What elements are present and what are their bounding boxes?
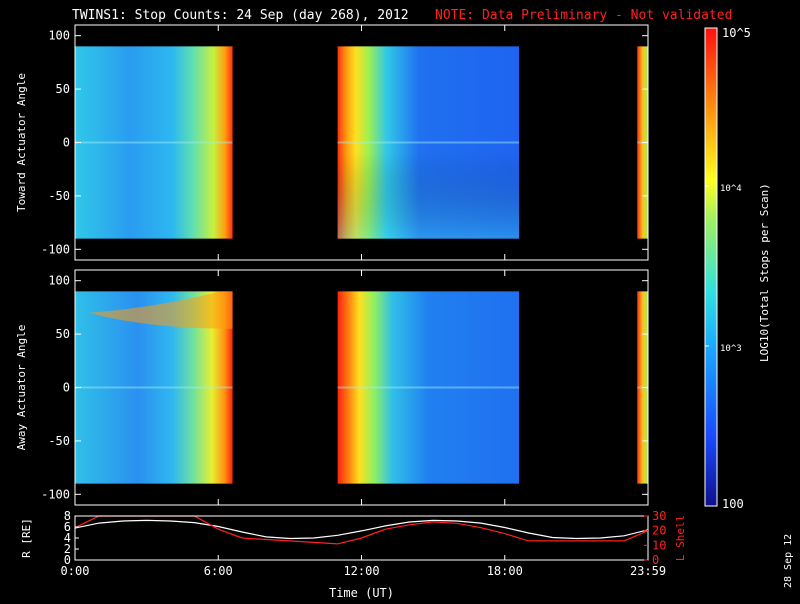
orbit-ytick-left-label: 4 [64, 531, 71, 545]
away-ylabel: Away Actuator Angle [15, 325, 28, 451]
away-actuator-panel: 100 50 0 -50 -100 Away Actuator Angle [15, 269, 649, 506]
toward-segment-shading [337, 46, 520, 239]
away-ytick-label: -50 [48, 434, 70, 448]
orbit-ytick-left-label: 6 [64, 520, 71, 534]
orbit-xtick-label: 0:00 [61, 564, 90, 578]
away-ytick-label: 0 [63, 381, 70, 395]
toward-ytick-label: -50 [48, 189, 70, 203]
orbit-ylabel-right: L Shell [674, 515, 687, 561]
colorbar-gradient [704, 27, 718, 507]
orbit-ytick-right-label: 0 [652, 553, 659, 567]
orbit-ytick-left-label: 0 [64, 553, 71, 567]
colorbar-tick-1e5: 10^5 [722, 26, 751, 40]
colorbar: 10^5 10^4 10^3 100 LOG10(Total Stops per… [704, 26, 771, 511]
orbit-xtick-label: 18:00 [487, 564, 523, 578]
orbit-ytick-left-label: 2 [64, 542, 71, 556]
colorbar-label: LOG10(Total Stops per Scan) [758, 183, 771, 362]
colorbar-tick-1e3: 10^3 [720, 344, 742, 354]
toward-ytick-label: 50 [56, 82, 70, 96]
away-ytick-label: -100 [41, 487, 70, 501]
away-ytick-label: 50 [56, 327, 70, 341]
away-ytick-label: 100 [48, 274, 70, 288]
plot-title: TWINS1: Stop Counts: 24 Sep (day 268), 2… [72, 8, 409, 23]
orbit-ytick-right-label: 20 [652, 524, 666, 538]
orbit-xtick-label: 12:00 [343, 564, 379, 578]
colorbar-tick-100: 100 [722, 497, 744, 511]
toward-ytick-label: 100 [48, 29, 70, 43]
preliminary-note: NOTE: Data Preliminary - Not validated [435, 8, 732, 23]
date-stamp: 28 Sep 12 [783, 534, 794, 588]
toward-segment-1 [75, 46, 233, 239]
away-segment-2 [337, 291, 520, 484]
orbit-ytick-right-label: 10 [652, 538, 666, 552]
orbit-ytick-right-label: 30 [652, 509, 666, 523]
orbit-ylabel-left: R [RE] [20, 518, 33, 558]
colorbar-tick-1e4: 10^4 [720, 184, 742, 194]
toward-ytick-label: 0 [63, 136, 70, 150]
toward-ylabel: Toward Actuator Angle [15, 73, 28, 212]
toward-ytick-label: -100 [41, 242, 70, 256]
orbit-xtick-label: 23:59 [630, 564, 666, 578]
toward-actuator-panel: 100 50 0 -50 -100 Toward Actuator Angle [15, 24, 649, 261]
orbit-xtick-label: 6:00 [204, 564, 233, 578]
orbit-xlabel: Time (UT) [329, 586, 394, 600]
radius-line [74, 519, 649, 540]
away-hot-band [89, 291, 233, 329]
orbit-ytick-left-label: 8 [64, 509, 71, 523]
